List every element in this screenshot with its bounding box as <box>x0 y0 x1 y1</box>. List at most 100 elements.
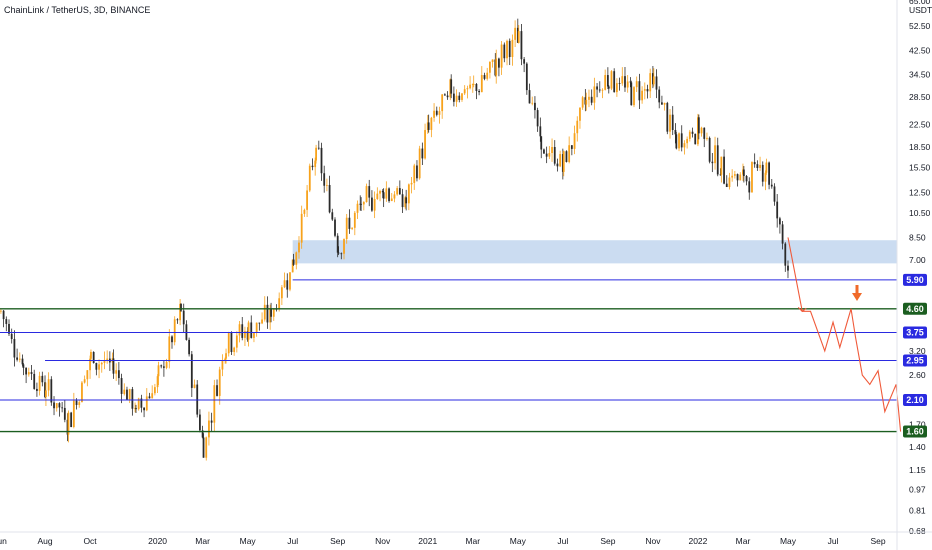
candle-body <box>686 138 689 144</box>
candle-body <box>458 95 461 100</box>
candle-body <box>334 219 336 236</box>
candle-body <box>168 336 171 362</box>
candle-body <box>719 174 722 176</box>
candle-body <box>590 96 593 103</box>
candle-body <box>426 122 429 131</box>
candle-body <box>568 145 571 162</box>
candle-body <box>725 183 728 188</box>
candle-body <box>435 110 438 115</box>
level-badge-label: 1.60 <box>906 427 924 437</box>
candle-body <box>446 95 449 98</box>
candle-body <box>581 97 584 108</box>
candle-body <box>360 203 363 205</box>
candle-body <box>241 324 244 338</box>
candle-body <box>208 420 210 438</box>
candle-body <box>89 358 91 371</box>
level-badge-label: 2.10 <box>906 395 924 405</box>
candle-body <box>471 84 474 85</box>
candle-body <box>646 89 649 92</box>
candle-body <box>193 384 196 388</box>
candle-body <box>781 224 784 244</box>
time-tick-label: Mar <box>195 536 210 546</box>
candle-body <box>742 169 744 175</box>
candle-body <box>731 175 734 178</box>
level-badge <box>903 273 927 286</box>
candle-body <box>545 153 548 157</box>
candle-body <box>601 89 604 91</box>
candle-body <box>633 87 635 106</box>
candle-body <box>523 59 526 64</box>
candle-body <box>188 339 191 355</box>
candle-body <box>8 323 10 334</box>
candle-body <box>756 164 759 168</box>
candle-body <box>706 137 708 139</box>
candle-body <box>300 213 303 243</box>
candle-body <box>70 412 73 428</box>
candle-body <box>289 272 291 290</box>
candle-body <box>95 362 98 370</box>
price-axis[interactable]: 65.00 52.50 42.50 34.50 28.50 22.50 18.50 15.50… <box>909 0 931 536</box>
candle-body <box>165 361 168 368</box>
time-tick-label: Jun <box>0 536 7 546</box>
candle-body <box>593 86 596 103</box>
candle-body <box>145 396 148 411</box>
candle-body <box>202 437 205 458</box>
candle-body <box>610 71 613 89</box>
candle-body <box>534 102 536 111</box>
candle-body <box>86 370 89 380</box>
candle-body <box>359 203 362 205</box>
candle-body <box>528 90 531 104</box>
candle-body <box>495 58 498 76</box>
candle-body <box>179 303 181 321</box>
candle-body <box>494 59 497 76</box>
level-badge <box>903 354 927 367</box>
candle-body <box>585 99 588 105</box>
horizontal-levels <box>0 279 897 433</box>
candle-body <box>508 40 511 58</box>
candle-body <box>618 83 621 84</box>
candle-body <box>112 358 115 374</box>
candle-body <box>784 243 787 266</box>
candle-body <box>67 412 70 435</box>
candle-body <box>317 147 320 149</box>
candle-body <box>90 352 92 359</box>
candle-body <box>371 197 373 211</box>
candle-body <box>385 188 388 199</box>
candle-body <box>340 253 343 255</box>
candle-body <box>36 388 38 391</box>
candle-body <box>263 304 266 320</box>
candle-body <box>343 239 345 254</box>
candlestick-series <box>0 18 789 461</box>
candle-body <box>421 148 424 159</box>
candle-body <box>606 75 609 87</box>
candle-body <box>373 198 376 211</box>
time-tick-label: May <box>240 536 257 546</box>
candle-body <box>520 31 523 60</box>
candle-body <box>396 188 399 195</box>
level-badge <box>903 425 927 438</box>
candle-body <box>773 186 776 202</box>
time-axis[interactable]: Jun Aug Oct 2020 Mar May Jul Sep Nov 2021 Mar May Ju… <box>0 536 886 546</box>
candle-body <box>390 198 393 202</box>
currency-label: USDT <box>909 5 932 15</box>
candle-body <box>16 357 18 360</box>
candle-body <box>72 400 75 428</box>
time-tick-label: Sep <box>330 536 345 546</box>
candle-body <box>148 396 151 399</box>
projection-path <box>787 237 902 432</box>
candle-body <box>452 93 455 102</box>
candle-body <box>117 370 120 379</box>
candle-body <box>697 117 700 134</box>
candle-body <box>225 353 227 359</box>
candle-body <box>613 71 616 93</box>
price-tick-label: 42.50 <box>909 45 931 55</box>
candle-body <box>506 40 508 59</box>
price-tick-label: 18.50 <box>909 142 931 152</box>
candle-body <box>44 382 46 398</box>
candle-body <box>153 387 156 394</box>
candle-body <box>427 122 430 130</box>
candle-body <box>323 173 326 186</box>
candle-body <box>588 96 590 100</box>
candle-body <box>18 358 21 360</box>
candle-body <box>543 149 545 154</box>
